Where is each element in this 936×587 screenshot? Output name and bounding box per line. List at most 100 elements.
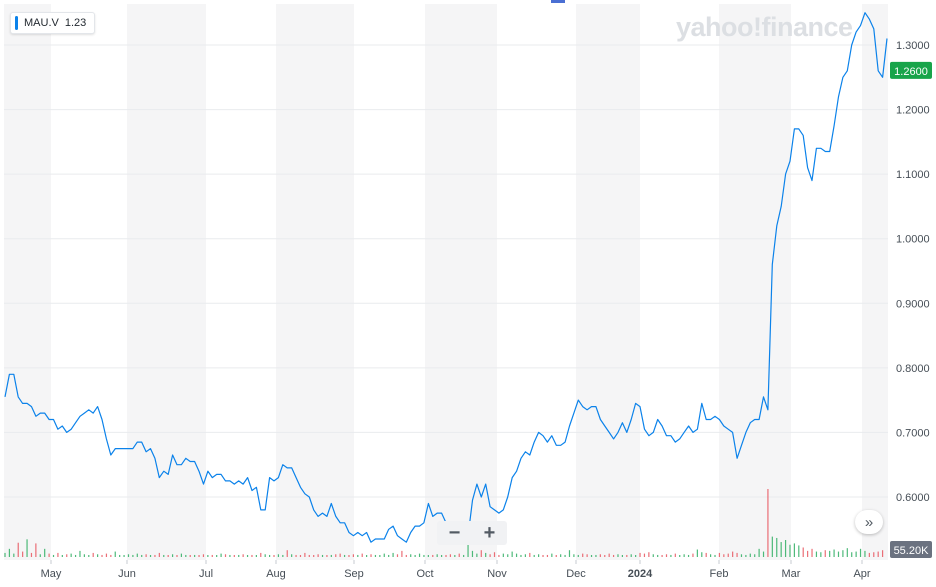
volume-label: 55.20K xyxy=(894,545,930,557)
volume-bar xyxy=(480,550,482,557)
zoom-out-button[interactable]: − xyxy=(448,522,461,544)
volume-bar xyxy=(260,552,262,557)
volume-bar xyxy=(211,554,213,557)
volume-bar xyxy=(855,551,857,557)
volume-bar xyxy=(652,554,654,557)
volume-bar xyxy=(88,555,90,557)
volume-bar xyxy=(299,555,302,557)
volume-bar xyxy=(511,551,513,557)
x-tick-label: Nov xyxy=(487,568,507,580)
y-tick-label: 1.0000 xyxy=(896,234,930,246)
volume-bar xyxy=(683,554,685,557)
volume-bar xyxy=(454,555,456,557)
volume-bar xyxy=(820,552,822,557)
current-price-tag xyxy=(890,61,932,79)
volume-bar xyxy=(326,555,328,557)
volume-bar xyxy=(383,553,385,557)
volume-bar xyxy=(718,552,721,557)
volume-bar xyxy=(370,554,372,557)
volume-bar xyxy=(163,554,165,557)
volume-bar xyxy=(590,555,593,557)
volume-bar xyxy=(295,554,297,557)
volume-bar xyxy=(458,553,460,557)
volume-bar xyxy=(366,555,368,557)
volume-bar xyxy=(749,553,751,557)
volume-bar xyxy=(70,553,72,557)
volume-bar xyxy=(784,540,787,557)
volume-bar xyxy=(811,548,813,557)
volume-bar xyxy=(405,554,407,557)
volume-bar xyxy=(674,553,676,557)
volume-bar xyxy=(599,554,601,557)
volume-bar xyxy=(26,539,28,557)
volume-bar xyxy=(352,554,354,557)
x-tick-label: 2024 xyxy=(628,568,653,580)
zoom-in-button[interactable]: + xyxy=(483,522,496,544)
y-tick-label: 1.2000 xyxy=(896,105,930,117)
volume-bar xyxy=(185,554,187,557)
volume-bar xyxy=(282,554,284,557)
month-band xyxy=(4,4,51,560)
volume-bar xyxy=(802,547,804,557)
volume-bar xyxy=(39,554,41,557)
volume-bar xyxy=(330,554,332,557)
volume-bar xyxy=(648,552,650,557)
volume-bar xyxy=(573,554,575,557)
volume-bar xyxy=(736,552,738,557)
legend-value: 1.23 xyxy=(64,17,87,29)
volume-bar xyxy=(851,552,853,557)
month-band xyxy=(425,4,497,560)
volume-bar xyxy=(705,552,707,557)
volume-bar xyxy=(423,554,425,557)
volume-bar xyxy=(767,489,769,557)
volume-bar xyxy=(246,555,249,557)
volume-bar xyxy=(264,554,266,557)
y-tick-label: 0.6000 xyxy=(896,492,930,504)
volume-bar xyxy=(829,550,831,557)
volume-bar xyxy=(61,555,63,557)
volume-bar xyxy=(670,554,672,557)
x-tick-label: Jul xyxy=(199,568,213,580)
volume-bar xyxy=(687,554,690,557)
volume-bar xyxy=(639,552,641,557)
volume-bar xyxy=(348,555,350,557)
volume-bar xyxy=(621,555,623,557)
volume-tag xyxy=(890,541,932,558)
month-band xyxy=(127,4,206,560)
volume-bar xyxy=(617,554,619,557)
volume-bar xyxy=(30,552,33,557)
volume-bar xyxy=(440,555,443,557)
volume-bar xyxy=(105,553,108,557)
volume-bar xyxy=(798,545,800,557)
volume-bar xyxy=(595,554,597,557)
volume-bar xyxy=(507,554,509,557)
volume-bar xyxy=(723,554,725,557)
volume-bar xyxy=(679,555,681,557)
volume-bar xyxy=(317,554,319,557)
volume-bar xyxy=(467,544,469,557)
volume-bar xyxy=(321,554,324,557)
volume-bar xyxy=(555,555,557,557)
range-marker xyxy=(551,0,565,3)
volume-bar xyxy=(529,552,531,557)
volume-bar xyxy=(119,554,121,557)
volume-bar xyxy=(13,553,15,557)
current-price-label: 1.2600 xyxy=(894,66,928,78)
volume-bar xyxy=(740,554,743,557)
volume-bar xyxy=(657,554,659,557)
x-tick-label: Feb xyxy=(710,568,729,580)
symbol-legend[interactable]: MAU.V 1.23 xyxy=(10,12,96,34)
x-tick-label: Sep xyxy=(344,568,364,580)
volume-bar xyxy=(220,553,222,557)
volume-bar xyxy=(868,552,870,557)
legend-symbol: MAU.V xyxy=(24,17,59,29)
volume-bar xyxy=(52,554,55,557)
expand-chevron-icon[interactable]: » xyxy=(855,510,883,534)
volume-bar xyxy=(577,554,579,557)
volume-bar xyxy=(123,555,125,557)
volume-bar xyxy=(732,551,734,557)
volume-bar xyxy=(194,554,196,557)
volume-bar xyxy=(692,553,694,557)
